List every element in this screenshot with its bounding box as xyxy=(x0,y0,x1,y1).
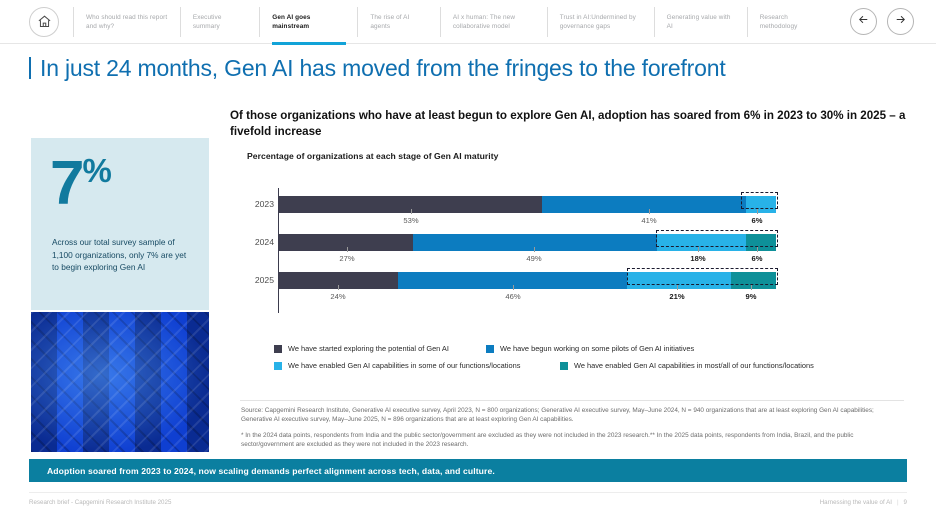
bar-value-label: 46% xyxy=(505,292,521,301)
nav-item-gen-ai-goes-mainstream[interactable]: Gen AI goes mainstream xyxy=(259,6,357,45)
chart-title: Percentage of organizations at each stag… xyxy=(247,151,499,161)
nav-item-label: The rise of AI agents xyxy=(370,13,410,30)
nav-item-label: AI x human: The new collaborative model xyxy=(452,13,516,30)
footer-separator: | xyxy=(896,499,899,506)
bar-segment-exploring xyxy=(279,234,414,251)
bar-segment-exploring xyxy=(279,196,543,213)
legend-item-most-functions: We have enabled Gen AI capabilities in m… xyxy=(560,361,814,371)
bar-value-label: 21% xyxy=(669,292,685,301)
stat-value: 7% xyxy=(50,140,112,218)
nav-item-label: Who should read this report and why? xyxy=(86,13,168,30)
nav-item-research-methodology[interactable]: Research methodology xyxy=(746,6,836,37)
bar-track xyxy=(279,196,776,213)
title-accent-bar xyxy=(29,57,31,79)
nav-item-generating-value[interactable]: Generating value with AI xyxy=(653,6,747,37)
home-icon xyxy=(37,14,52,29)
bar-value-label: 24% xyxy=(330,292,346,301)
bar-value-label: 27% xyxy=(339,254,355,263)
legend-row-1: We have started exploring the potential … xyxy=(274,344,894,354)
nav-item-label: Generating value with AI xyxy=(666,13,731,30)
bar-segment-pilots xyxy=(413,234,657,251)
previous-page-button[interactable] xyxy=(850,8,877,35)
source-line-1: Source: Capgemini Research Institute, Ge… xyxy=(241,407,874,424)
bar-value-label: 18% xyxy=(690,254,706,263)
stacked-bar-chart: 2023 53% 41% 6% 2024 xyxy=(230,170,906,335)
key-takeaway-bar: Adoption soared from 2023 to 2024, now s… xyxy=(29,459,907,482)
bar-value-label: 9% xyxy=(745,292,757,301)
bar-track xyxy=(279,272,776,289)
chart-y-axis xyxy=(278,188,279,313)
page-title: In just 24 months, Gen AI has moved from… xyxy=(40,55,726,81)
arrow-right-icon xyxy=(894,13,907,31)
bar-value-label: 41% xyxy=(641,216,657,225)
source-notes: Source: Capgemini Research Institute, Ge… xyxy=(241,406,905,450)
bar-segment-exploring xyxy=(279,272,399,289)
decorative-cube-image xyxy=(31,312,209,452)
nav-arrow-group xyxy=(850,8,914,35)
next-page-button[interactable] xyxy=(887,8,914,35)
nav-item-label: Executive summary xyxy=(192,13,222,30)
bar-segment-some-functions xyxy=(656,234,747,251)
legend-item-exploring: We have started exploring the potential … xyxy=(274,344,486,354)
legend-label: We have enabled Gen AI capabilities in m… xyxy=(574,361,814,370)
legend-item-some-functions: We have enabled Gen AI capabilities in s… xyxy=(274,361,560,371)
nav-item-trust-in-ai[interactable]: Trust in AI:Undermined by governance gap… xyxy=(546,6,654,37)
nav-item-executive-summary[interactable]: Executive summary xyxy=(179,6,259,37)
legend-label: We have started exploring the potential … xyxy=(288,344,449,353)
legend-swatch-icon xyxy=(274,345,282,353)
bar-segment-some-functions xyxy=(746,196,776,213)
legend-label: We have enabled Gen AI capabilities in s… xyxy=(288,361,521,370)
top-navigation-bar: Who should read this report and why? Exe… xyxy=(0,0,936,45)
bar-segment-pilots xyxy=(542,196,747,213)
bar-segment-some-functions xyxy=(626,272,732,289)
bar-track xyxy=(279,234,776,251)
chart-category-label: 2023 xyxy=(254,199,274,209)
bar-segment-most-functions xyxy=(746,234,776,251)
legend-item-pilots: We have begun working on some pilots of … xyxy=(486,344,694,354)
chart-category-label: 2025 xyxy=(254,275,274,285)
nav-item-who-should-read[interactable]: Who should read this report and why? xyxy=(73,6,180,37)
stat-value-number: 7 xyxy=(50,149,85,218)
legend-label: We have begun working on some pilots of … xyxy=(500,344,695,353)
stat-value-unit: % xyxy=(82,152,111,189)
chart-legend: We have started exploring the potential … xyxy=(274,344,894,378)
chart-row-2023: 2023 53% 41% 6% xyxy=(230,192,906,230)
legend-swatch-icon xyxy=(274,362,282,370)
active-tab-underline xyxy=(272,41,347,45)
chart-subheadline: Of those organizations who have at least… xyxy=(230,109,906,138)
chart-row-2025: 2025 24% 46% 21% 9% xyxy=(230,268,906,306)
nav-item-ai-x-human[interactable]: AI x human: The new collaborative model xyxy=(439,6,547,37)
nav-item-label: Research methodology xyxy=(759,13,798,30)
bar-value-label: 49% xyxy=(526,254,542,263)
chart-category-label: 2024 xyxy=(254,237,274,247)
arrow-left-icon xyxy=(857,13,870,31)
footer-page-number: 9 xyxy=(903,499,907,506)
bar-segment-most-functions xyxy=(731,272,776,289)
bar-value-label: 6% xyxy=(751,254,763,263)
bar-value-label: 53% xyxy=(403,216,419,225)
legend-swatch-icon xyxy=(486,345,494,353)
legend-row-2: We have enabled Gen AI capabilities in s… xyxy=(274,361,894,371)
footer-divider xyxy=(29,492,907,493)
bar-segment-pilots xyxy=(398,272,627,289)
footer-right-group: Harnessing the value of AI | 9 xyxy=(820,499,907,506)
source-line-2: * In the 2024 data points, respondents f… xyxy=(241,431,854,449)
nav-item-list: Who should read this report and why? Exe… xyxy=(73,6,836,45)
footer-report-title: Harnessing the value of AI xyxy=(819,499,892,506)
source-divider xyxy=(240,400,904,401)
page-title-group: In just 24 months, Gen AI has moved from… xyxy=(29,55,726,81)
key-takeaway-text: Adoption soared from 2023 to 2024, now s… xyxy=(47,465,495,476)
chart-row-2024: 2024 27% 49% 18% 6% xyxy=(230,230,906,268)
footer-left-text: Research brief - Capgemini Research Inst… xyxy=(29,499,172,506)
legend-swatch-icon xyxy=(560,362,568,370)
nav-item-rise-of-ai-agents[interactable]: The rise of AI agents xyxy=(357,6,440,37)
stat-description: Across our total survey sample of 1,100 … xyxy=(52,237,187,273)
stat-callout-card: 7% Across our total survey sample of 1,1… xyxy=(31,138,209,310)
nav-item-label: Trust in AI:Undermined by governance gap… xyxy=(559,13,636,30)
home-button[interactable] xyxy=(29,6,59,37)
bar-value-label: 6% xyxy=(751,216,763,225)
nav-item-label: Gen AI goes mainstream xyxy=(272,13,311,30)
